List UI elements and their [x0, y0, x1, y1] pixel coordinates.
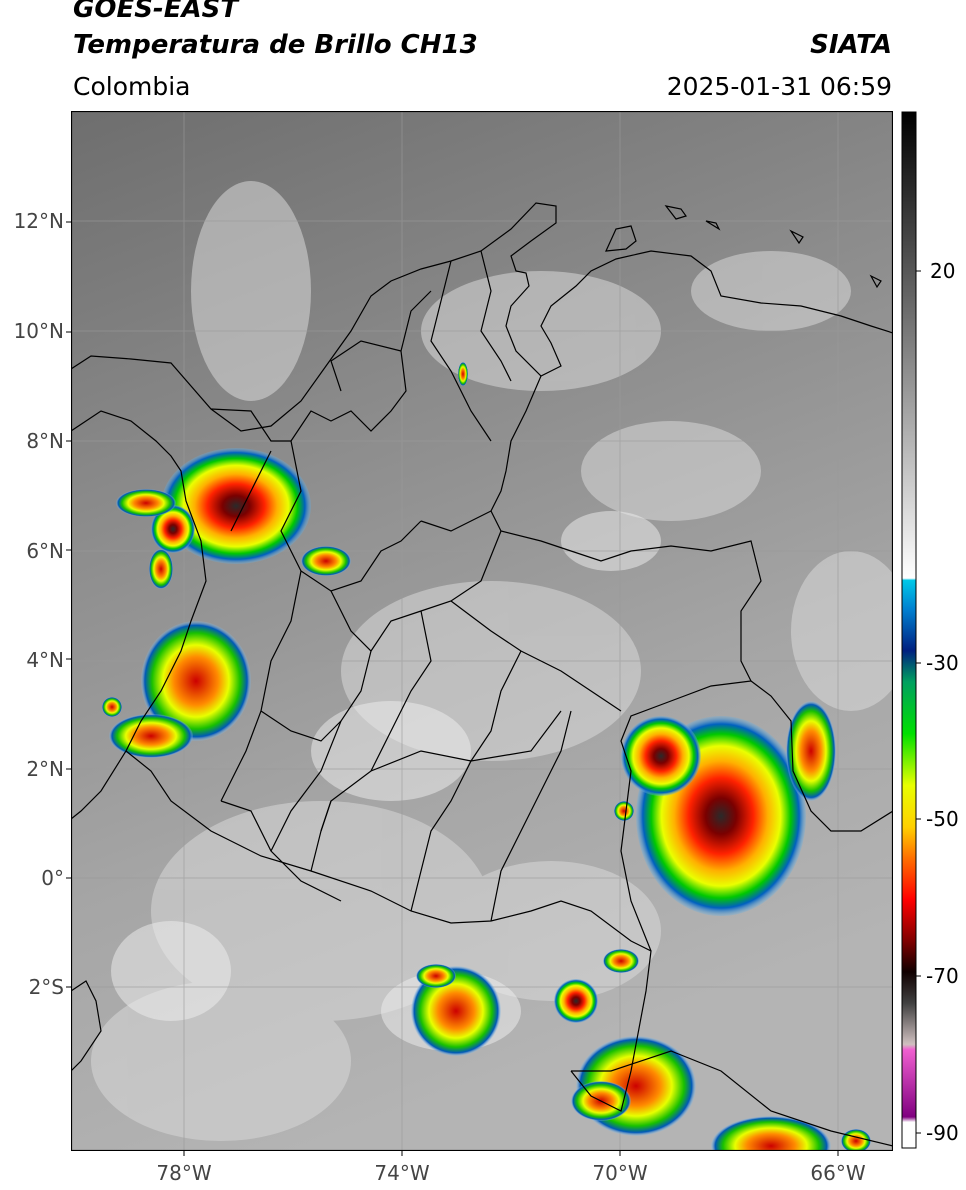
colorbar-tick: -70	[926, 964, 959, 988]
product-title: Temperatura de Brillo CH13	[73, 30, 478, 60]
lat-label: 2°N	[26, 757, 64, 781]
colorbar-tick: -30	[926, 651, 959, 675]
colorbar-scale	[901, 111, 917, 1149]
temperature-colorbar: 20 -30 -50 -70 -90	[901, 111, 959, 1149]
borders	[71, 202, 893, 1147]
colorbar-tick: -90	[926, 1121, 959, 1145]
convective-systems	[102, 362, 871, 1151]
timestamp-label: 2025-01-31 06:59	[666, 72, 892, 101]
lat-label: 6°N	[26, 539, 64, 563]
lat-label: 10°N	[14, 319, 64, 343]
lon-label: 78°W	[156, 1161, 211, 1185]
lon-label: 66°W	[810, 1161, 865, 1185]
organization-label: SIATA	[810, 30, 892, 60]
colorbar-tick: -50	[926, 807, 959, 831]
lat-label: 2°S	[29, 975, 64, 999]
satellite-title: GOES-EAST	[73, 0, 239, 24]
satellite-map	[71, 111, 893, 1151]
lat-label: 12°N	[14, 209, 64, 233]
colorbar-tick: 20	[930, 259, 955, 283]
storm-cell	[411, 966, 501, 1056]
region-label: Colombia	[73, 72, 191, 101]
lon-label: 74°W	[374, 1161, 429, 1185]
storm-cell	[141, 621, 251, 741]
map-frame	[71, 111, 893, 1151]
lat-label: 0°	[41, 866, 64, 890]
lat-label: 4°N	[26, 648, 64, 672]
lon-label: 70°W	[592, 1161, 647, 1185]
lat-label: 8°N	[26, 429, 64, 453]
